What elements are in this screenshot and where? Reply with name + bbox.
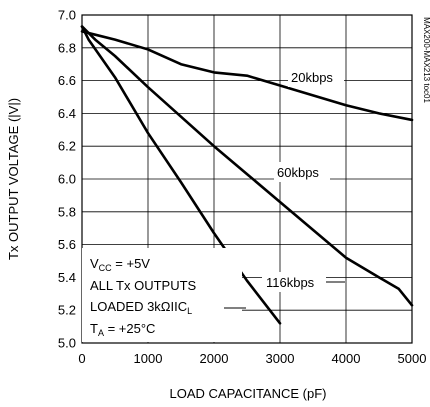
series-label-20kbps: 20kbps	[291, 70, 333, 85]
series-label-116kbps: 116kbps	[266, 275, 315, 290]
series-label-bg	[274, 162, 330, 182]
x-tick-label: 2000	[200, 351, 229, 366]
y-tick-label: 5.6	[58, 237, 76, 252]
figure-code: MAX200-MAX213 toc01	[422, 17, 430, 103]
y-tick-label: 5.8	[58, 204, 76, 219]
y-tick-label: 7.0	[58, 8, 76, 23]
x-tick-label: 1000	[134, 351, 163, 366]
y-tick-label: 6.0	[58, 172, 76, 187]
y-tick-label: 6.4	[58, 106, 76, 121]
x-tick-label: 5000	[398, 351, 427, 366]
y-tick-label: 6.2	[58, 139, 76, 154]
x-tick-label: 3000	[266, 351, 295, 366]
y-tick-label: 5.0	[58, 336, 76, 351]
x-axis-title: LOAD CAPACITANCE (pF)	[170, 386, 327, 401]
y-tick-labels: 5.0 5.2 5.4 5.6 5.8 6.0 6.2 6.4 6.6 6.8 7.0	[58, 8, 76, 351]
series-label-bg	[288, 67, 344, 87]
series-line-20kbps	[80, 30, 414, 122]
y-tick-label: 6.8	[58, 40, 76, 55]
y-tick-label: 5.4	[58, 270, 76, 285]
series-label-60kbps: 60kbps	[277, 165, 319, 180]
x-tick-label: 4000	[332, 351, 361, 366]
y-tick-label: 5.2	[58, 303, 76, 318]
note-outputs: ALL Tx OUTPUTS	[90, 278, 197, 293]
series-label-bg	[262, 272, 326, 292]
note-loaded: LOADED 3kΩIICL	[90, 299, 192, 316]
series-line-60kbps	[80, 25, 414, 307]
plot-frame	[81, 14, 413, 344]
conditions-box	[82, 248, 242, 342]
y-tick-label: 6.6	[58, 73, 76, 88]
x-tick-labels: 0 1000 2000 3000 4000 5000	[78, 351, 426, 366]
y-axis-title: Tx OUTPUT VOLTAGE (|V|)	[6, 98, 21, 260]
note-vcc: VCC = +5V	[90, 256, 150, 273]
x-tick-label: 0	[78, 351, 85, 366]
note-temperature: TA = +25°C	[90, 321, 155, 338]
